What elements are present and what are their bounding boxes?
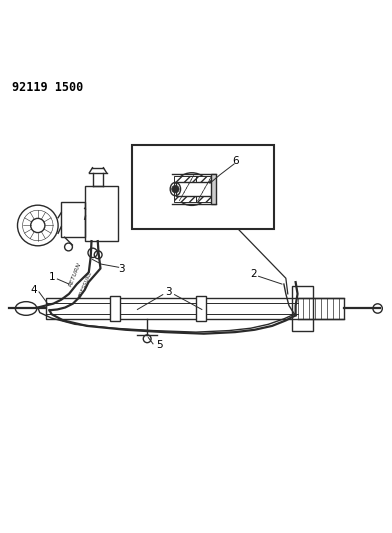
Circle shape: [172, 185, 179, 193]
Text: 1: 1: [49, 272, 56, 282]
Bar: [174, 176, 215, 201]
Bar: [196, 296, 206, 321]
Bar: [292, 286, 313, 331]
Text: 6: 6: [232, 156, 239, 166]
Bar: [132, 146, 274, 229]
Bar: [132, 146, 274, 229]
Bar: [176, 182, 213, 196]
Text: 5: 5: [156, 341, 163, 350]
Bar: [45, 298, 345, 319]
Bar: [110, 296, 120, 321]
Bar: [211, 174, 216, 204]
Text: PRESSURE: PRESSURE: [78, 270, 94, 298]
Bar: [85, 187, 118, 241]
Text: 3: 3: [165, 287, 172, 297]
Text: 2: 2: [250, 269, 257, 279]
Bar: [174, 176, 196, 201]
Text: 3: 3: [118, 264, 125, 274]
Text: 92119 1500: 92119 1500: [13, 81, 83, 94]
Text: 4: 4: [31, 285, 37, 295]
Bar: [61, 202, 85, 237]
Bar: [196, 176, 215, 201]
Text: RETURN: RETURN: [68, 261, 82, 287]
